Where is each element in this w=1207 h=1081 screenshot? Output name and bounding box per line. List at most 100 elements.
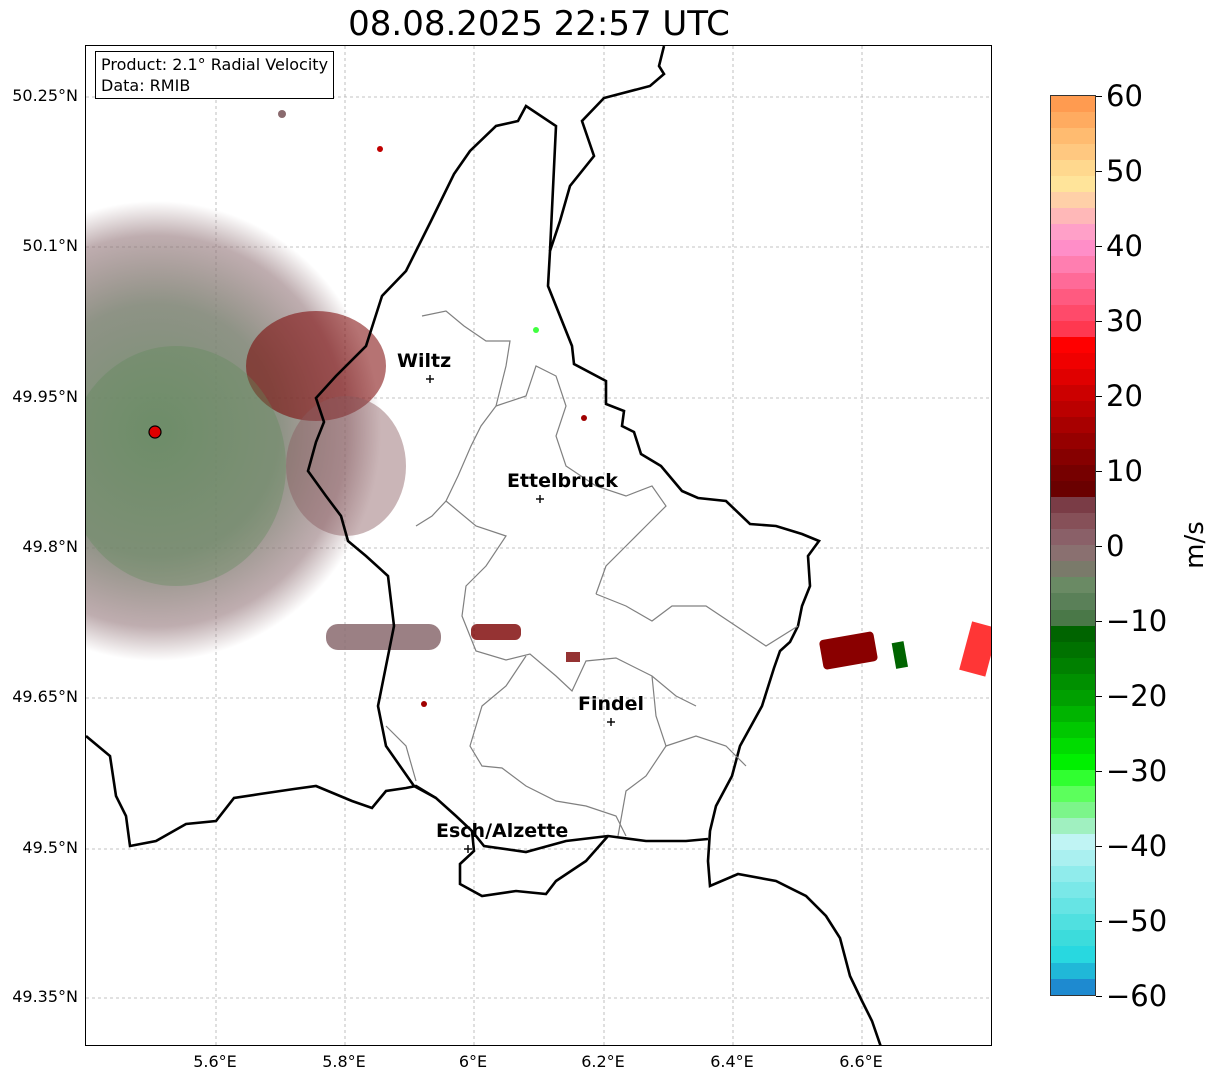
colorbar-segment (1051, 866, 1095, 883)
colorbar-tick-label: 10 (1106, 454, 1143, 488)
colorbar-segment (1051, 481, 1095, 498)
colorbar-tick-label: 60 (1106, 79, 1143, 113)
info-box: Product: 2.1° Radial Velocity Data: RMIB (95, 51, 335, 99)
colorbar-tick-mark (1096, 696, 1102, 697)
colorbar-segment (1051, 962, 1095, 979)
colorbar-tick-label: −60 (1106, 979, 1168, 1013)
colorbar-segment (1051, 930, 1095, 947)
colorbar-segment (1051, 641, 1095, 658)
colorbar-tick-label: 0 (1106, 529, 1125, 563)
colorbar-segment (1051, 497, 1095, 514)
city-label-ettelbruck: Ettelbruck (507, 470, 618, 492)
colorbar-segment (1051, 657, 1095, 674)
colorbar-segment (1051, 609, 1095, 626)
colorbar-tick-label: −30 (1106, 754, 1168, 788)
velocity-colorbar (1050, 95, 1096, 996)
colorbar-segment (1051, 224, 1095, 241)
colorbar-tick-mark (1096, 546, 1102, 547)
colorbar-segment (1051, 625, 1095, 642)
colorbar-segment (1051, 320, 1095, 337)
colorbar-segment (1051, 128, 1095, 145)
colorbar-segment (1051, 689, 1095, 706)
colorbar-tick-label: 30 (1106, 304, 1143, 338)
colorbar-segment (1051, 513, 1095, 530)
colorbar-segment (1051, 914, 1095, 931)
colorbar-segment (1051, 432, 1095, 450)
colorbar-segment (1051, 240, 1095, 257)
colorbar-segment (1051, 545, 1095, 562)
colorbar-segment (1051, 561, 1095, 578)
colorbar-tick-label: −10 (1106, 604, 1168, 638)
colorbar-segment (1051, 288, 1095, 305)
colorbar-segment (1051, 192, 1095, 209)
colorbar-segment (1051, 384, 1095, 401)
lat-label: 49.8°N (22, 537, 78, 556)
radar-map[interactable] (85, 45, 992, 1046)
colorbar-segment (1051, 336, 1095, 353)
colorbar-segment (1051, 368, 1095, 385)
canton-borders (385, 310, 799, 837)
colorbar-segment (1051, 721, 1095, 738)
colorbar-segment (1051, 352, 1095, 369)
colorbar-segment (1051, 272, 1095, 289)
colorbar-segment (1051, 176, 1095, 193)
colorbar-segment (1051, 529, 1095, 546)
lat-label: 49.95°N (12, 387, 78, 406)
colorbar-segment (1051, 449, 1095, 466)
colorbar-tick-mark (1096, 246, 1102, 247)
colorbar-tick-mark (1096, 96, 1102, 97)
colorbar-segment (1051, 593, 1095, 610)
city-markers (426, 375, 615, 853)
colorbar-segment (1051, 465, 1095, 482)
colorbar-segment (1051, 769, 1095, 787)
colorbar-tick-label: 40 (1106, 229, 1143, 263)
radar-echoes (86, 110, 991, 707)
colorbar-segment (1051, 786, 1095, 803)
colorbar-segment (1051, 753, 1095, 770)
lon-label: 6.4°E (710, 1052, 754, 1071)
colorbar-tick-mark (1096, 921, 1102, 922)
colorbar-tick-mark (1096, 996, 1102, 997)
colorbar-tick-mark (1096, 621, 1102, 622)
colorbar-segment (1051, 208, 1095, 225)
colorbar-tick-mark (1096, 771, 1102, 772)
colorbar-tick-label: −50 (1106, 904, 1168, 938)
colorbar-segment (1051, 802, 1095, 819)
colorbar-segment (1051, 400, 1095, 417)
colorbar-tick-mark (1096, 171, 1102, 172)
colorbar-segment (1051, 882, 1095, 899)
colorbar-segment (1051, 898, 1095, 915)
colorbar-segment (1051, 416, 1095, 433)
map-canvas (86, 46, 991, 1045)
lat-label: 49.5°N (22, 838, 78, 857)
colorbar-tick-label: 50 (1106, 154, 1143, 188)
city-label-esch-alzette: Esch/Alzette (436, 820, 569, 842)
colorbar-tick-label: 20 (1106, 379, 1143, 413)
colorbar-segment (1051, 834, 1095, 851)
map-title: 08.08.2025 22:57 UTC (348, 4, 730, 44)
colorbar-segment (1051, 112, 1095, 129)
lon-label: 6.6°E (839, 1052, 883, 1071)
lon-label: 6°E (458, 1052, 488, 1071)
colorbar-tick-mark (1096, 396, 1102, 397)
colorbar-tick-label: −20 (1106, 679, 1168, 713)
colorbar-segment (1051, 705, 1095, 722)
colorbar-segment (1051, 737, 1095, 754)
colorbar-segment (1051, 256, 1095, 273)
colorbar-segment (1051, 673, 1095, 690)
city-label-wiltz: Wiltz (397, 350, 452, 372)
lat-label: 49.65°N (12, 687, 78, 706)
colorbar-tick-mark (1096, 471, 1102, 472)
info-data-source: Data: RMIB (101, 76, 191, 95)
colorbar-segment (1051, 577, 1095, 594)
country-borders (86, 46, 882, 1045)
colorbar-segment (1051, 160, 1095, 177)
colorbar-segment (1051, 978, 1095, 995)
colorbar-segment (1051, 818, 1095, 835)
colorbar-segment (1051, 850, 1095, 867)
radar-site-marker[interactable] (148, 425, 162, 439)
colorbar-tick-mark (1096, 846, 1102, 847)
colorbar-tick-label: −40 (1106, 829, 1168, 863)
lon-label: 5.6°E (193, 1052, 237, 1071)
info-product: Product: 2.1° Radial Velocity (101, 55, 329, 74)
